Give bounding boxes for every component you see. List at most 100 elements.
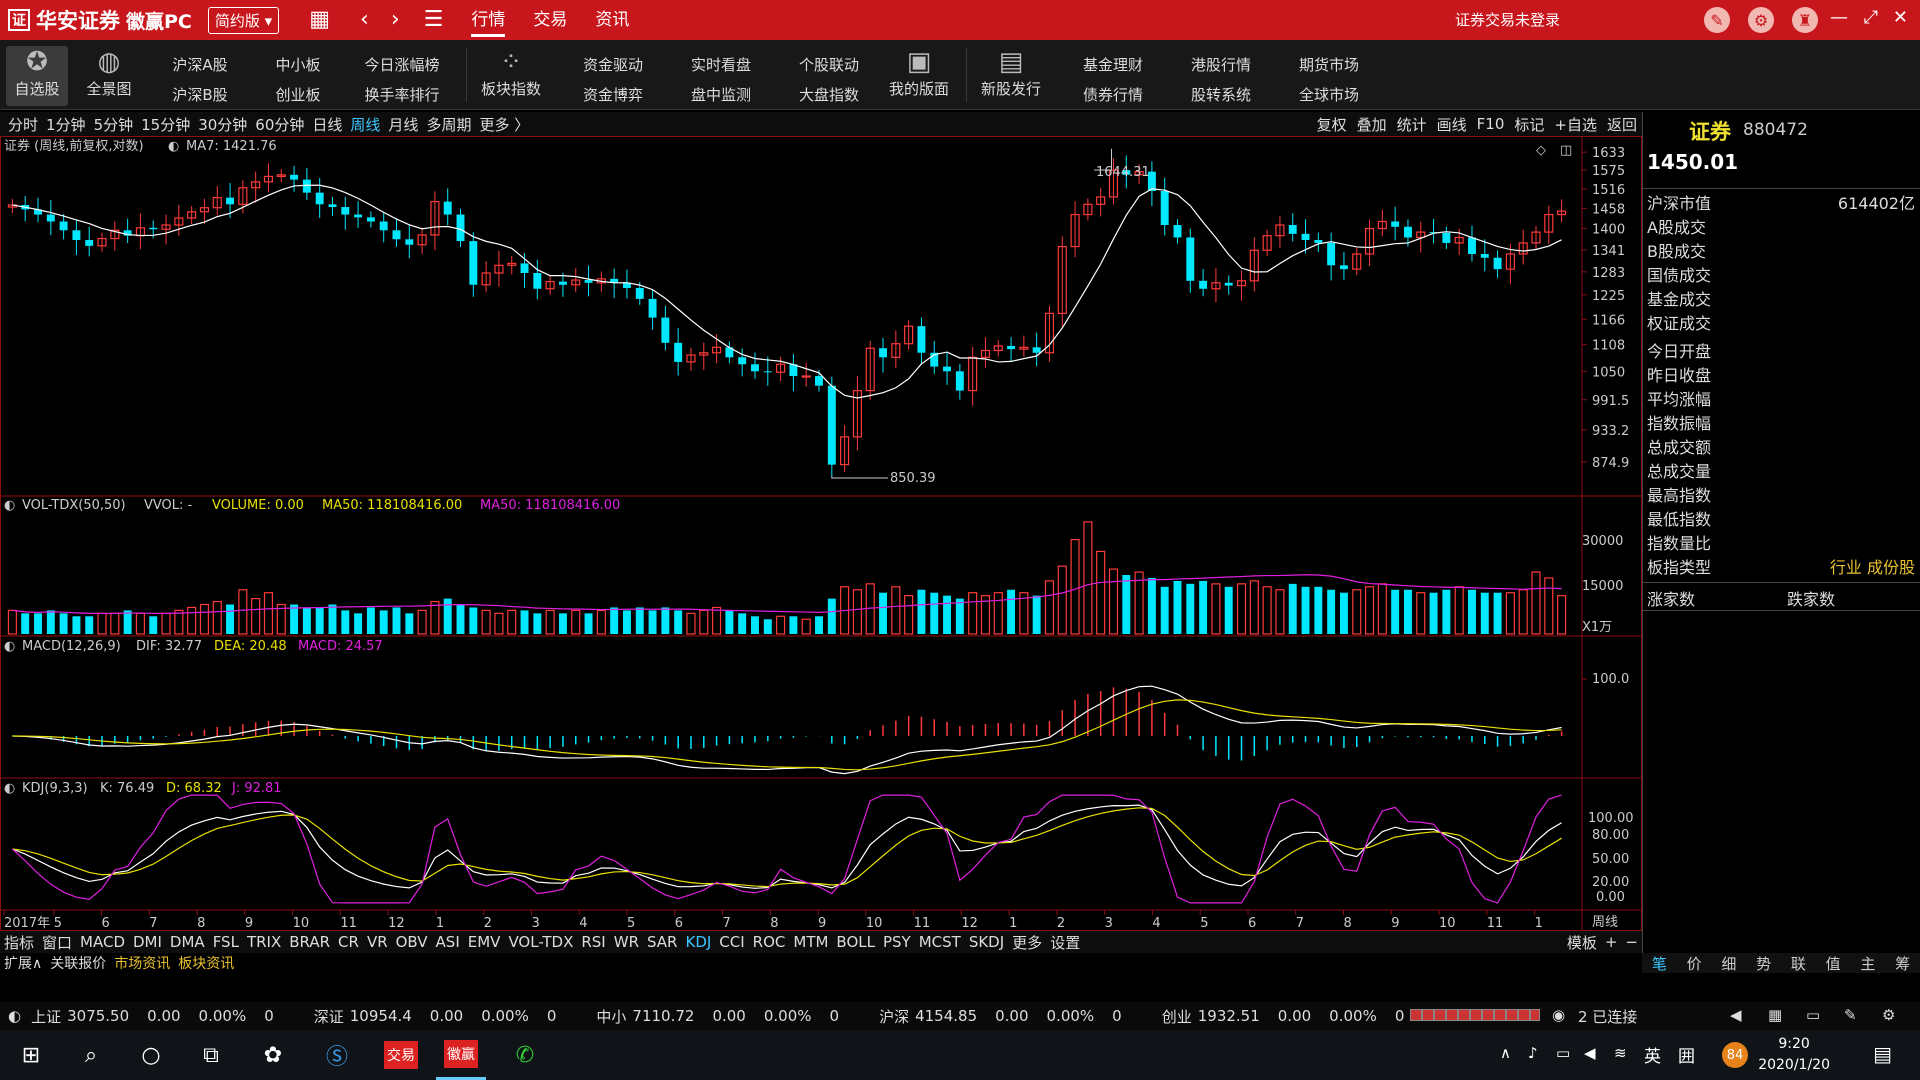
- login-status[interactable]: 证券交易未登录: [1454, 11, 1560, 29]
- ime-indicator[interactable]: 英: [1644, 1047, 1661, 1067]
- volume-icon[interactable]: ◀: [1584, 1044, 1596, 1062]
- indicator-tab[interactable]: ROC: [752, 933, 786, 951]
- realtime-view-link[interactable]: 实时看盘: [690, 56, 751, 74]
- wifi-icon[interactable]: ≋: [1614, 1044, 1627, 1062]
- connection-status[interactable]: 2 已连接: [1578, 1008, 1638, 1026]
- period-tab[interactable]: 5分钟: [93, 115, 134, 134]
- watchlist-button[interactable]: ✪ 自选股: [6, 46, 68, 106]
- overlay-button[interactable]: 叠加: [1356, 115, 1387, 134]
- period-tab[interactable]: 日线: [312, 115, 343, 134]
- settings-icon[interactable]: ⚙: [1882, 1006, 1896, 1024]
- indicator-tab[interactable]: CCI: [719, 933, 745, 951]
- shirt-icon[interactable]: ♜: [1792, 7, 1818, 33]
- return-button[interactable]: 返回: [1606, 115, 1637, 134]
- forward-arrow-icon[interactable]: ›: [390, 7, 400, 32]
- kdj-collapse-icon[interactable]: ◐: [4, 781, 15, 796]
- my-layout-button[interactable]: ▣ 我的版面: [884, 46, 954, 99]
- zoom-in-icon[interactable]: +: [1604, 933, 1618, 951]
- ipo-button[interactable]: ▤ 新股发行: [976, 46, 1046, 99]
- right-tab[interactable]: 势: [1756, 954, 1772, 973]
- indicator-tab[interactable]: 指标: [4, 933, 35, 952]
- indicator-tab[interactable]: TRIX: [246, 933, 282, 951]
- speaker-icon[interactable]: ◀: [1730, 1006, 1742, 1024]
- edition-dropdown[interactable]: 简约版 ▾: [207, 6, 280, 34]
- diamond-icon[interactable]: ◇: [1536, 143, 1546, 158]
- indicator-tab[interactable]: 更多: [1012, 933, 1043, 952]
- indicator-tab[interactable]: PSY: [882, 933, 911, 951]
- menu-market[interactable]: 行情: [471, 0, 506, 40]
- menu-news[interactable]: 资讯: [595, 10, 630, 30]
- back-arrow-icon[interactable]: ‹: [360, 7, 369, 32]
- fund-game-link[interactable]: 资金博弈: [582, 86, 643, 104]
- sector-news-tab[interactable]: 板块资讯: [178, 956, 235, 972]
- indicator-tab[interactable]: VOL-TDX: [508, 933, 574, 951]
- template-button[interactable]: 模板: [1566, 933, 1597, 952]
- draw-button[interactable]: 画线: [1436, 115, 1467, 134]
- right-tab[interactable]: 主: [1860, 954, 1876, 973]
- sh-sz-b-link[interactable]: 沪深B股: [172, 86, 228, 104]
- add-watch-button[interactable]: +自选: [1554, 115, 1597, 134]
- index-quote[interactable]: 沪深 4154.85 0.00 0.00% 0: [879, 1006, 1140, 1027]
- indicator-tab[interactable]: SAR: [647, 933, 678, 951]
- hk-quote-link[interactable]: 港股行情: [1190, 56, 1251, 74]
- ma-circle-icon[interactable]: ◐: [168, 139, 179, 154]
- indicator-tab[interactable]: 窗口: [42, 933, 73, 952]
- app-s-icon[interactable]: Ⓢ: [325, 1045, 348, 1070]
- indicator-tab[interactable]: RSI: [581, 933, 606, 951]
- gear-icon[interactable]: ⚙: [1748, 7, 1774, 33]
- period-tab[interactable]: 月线: [388, 115, 419, 134]
- menu-trade[interactable]: 交易: [533, 10, 568, 30]
- app-trade-icon[interactable]: 交易: [376, 1030, 426, 1080]
- search-icon[interactable]: ⌕: [84, 1042, 98, 1068]
- screen-icon[interactable]: ▭: [1806, 1006, 1821, 1024]
- indicator-tab[interactable]: BOLL: [836, 933, 875, 951]
- stock-linkage-link[interactable]: 个股联动: [798, 56, 859, 74]
- indicator-tab[interactable]: VR: [366, 933, 388, 951]
- indicator-tab[interactable]: MCST: [918, 933, 961, 951]
- right-tab[interactable]: 筹: [1895, 954, 1911, 973]
- mark-button[interactable]: 标记: [1514, 115, 1545, 134]
- indicator-tab[interactable]: EMV: [467, 933, 501, 951]
- related-quote-tab[interactable]: 关联报价: [50, 956, 107, 972]
- bond-quote-link[interactable]: 债券行情: [1082, 86, 1143, 104]
- index-quote[interactable]: 上证 3075.50 0.00 0.00% 0: [31, 1006, 292, 1027]
- futures-link[interactable]: 期货市场: [1298, 56, 1359, 74]
- right-tab[interactable]: 值: [1825, 954, 1841, 973]
- sector-index-button[interactable]: ⁘ 板块指数: [478, 46, 544, 99]
- period-tab[interactable]: 多周期: [426, 115, 472, 134]
- global-market-link[interactable]: 全球市场: [1298, 86, 1359, 104]
- windows-start-icon[interactable]: ⊞: [21, 1042, 41, 1068]
- right-tab[interactable]: 细: [1721, 954, 1737, 973]
- index-quote[interactable]: 深证 10954.4 0.00 0.00% 0: [314, 1006, 575, 1027]
- strip-collapse-icon[interactable]: ◐: [8, 1007, 22, 1025]
- kline-chart[interactable]: 证券 (周线,前复权,对数) ◐ MA7: 1421.76 1644.31 85…: [0, 136, 1642, 931]
- stats-button[interactable]: 统计: [1396, 115, 1427, 134]
- neeq-link[interactable]: 股转系统: [1190, 86, 1251, 104]
- indicator-tab[interactable]: DMI: [133, 933, 162, 951]
- market-index-link[interactable]: 大盘指数: [798, 86, 859, 104]
- close-icon[interactable]: ✕: [1892, 7, 1908, 28]
- chinext-link[interactable]: 创业板: [275, 86, 321, 104]
- vol-collapse-icon[interactable]: ◐: [4, 498, 15, 513]
- panel-toggle-icon[interactable]: ◫: [1560, 143, 1572, 158]
- period-tab-more[interactable]: 更多 〉: [479, 115, 530, 134]
- indicator-tab[interactable]: MACD: [80, 933, 125, 951]
- f10-button[interactable]: F10: [1476, 115, 1505, 133]
- wrench-icon[interactable]: ✎: [1704, 7, 1730, 33]
- app-pinwheel-icon[interactable]: ✿: [263, 1042, 283, 1068]
- indicator-tab[interactable]: DMA: [169, 933, 205, 951]
- minimize-icon[interactable]: —: [1830, 7, 1848, 28]
- indicator-tab[interactable]: CR: [338, 933, 359, 951]
- index-quote[interactable]: 中小 7110.72 0.00 0.00% 0: [596, 1006, 857, 1027]
- cortana-icon[interactable]: ○: [141, 1042, 161, 1068]
- app-huiying-icon[interactable]: 徽赢: [436, 1030, 486, 1080]
- period-tab[interactable]: 分时: [8, 115, 39, 134]
- indicator-tab[interactable]: OBV: [395, 933, 428, 951]
- turnover-rank-link[interactable]: 换手率排行: [364, 86, 440, 104]
- grid-icon[interactable]: ▦: [309, 7, 330, 32]
- tray-up-icon[interactable]: ∧: [1500, 1044, 1511, 1062]
- fund-drive-link[interactable]: 资金驱动: [582, 56, 643, 74]
- macd-collapse-icon[interactable]: ◐: [4, 639, 15, 654]
- right-tab[interactable]: 价: [1686, 954, 1702, 973]
- fund-finance-link[interactable]: 基金理财: [1082, 56, 1143, 74]
